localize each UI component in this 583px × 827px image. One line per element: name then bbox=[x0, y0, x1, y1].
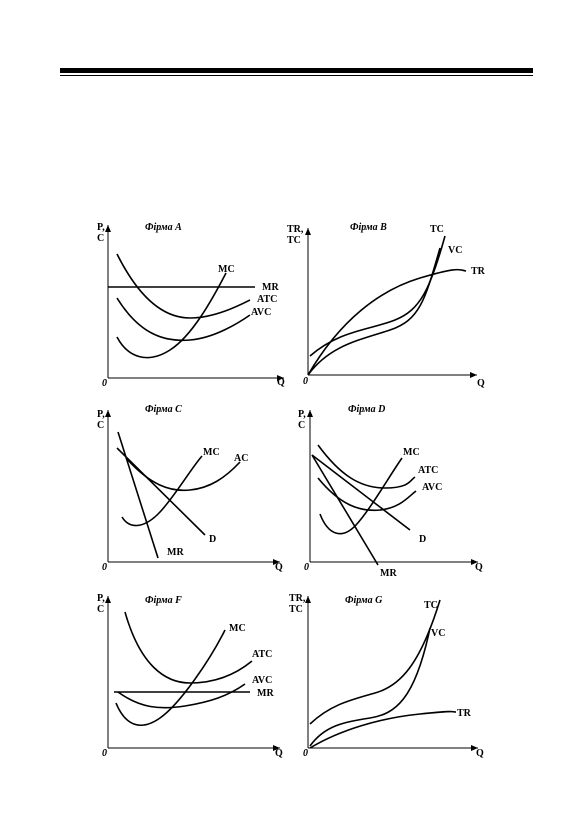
panel-d: P, C 0 Q Фірма D MC ATC AVC D MR bbox=[298, 404, 483, 579]
curve bbox=[311, 454, 379, 566]
origin: 0 bbox=[304, 562, 309, 573]
origin: 0 bbox=[102, 562, 107, 573]
curve bbox=[311, 454, 411, 531]
curve bbox=[117, 431, 159, 559]
curve bbox=[307, 268, 467, 376]
curve-label: TR bbox=[457, 708, 472, 719]
y-label: P, bbox=[97, 593, 105, 604]
curve-label: VC bbox=[431, 628, 445, 639]
curve-label: ATC bbox=[418, 465, 438, 476]
curve-label: MC bbox=[203, 447, 220, 458]
y-label: P, bbox=[97, 222, 105, 233]
rule bbox=[60, 68, 533, 73]
curve-label: MR bbox=[257, 688, 274, 699]
curve-label: MC bbox=[218, 264, 235, 275]
origin: 0 bbox=[102, 378, 107, 389]
title: Фірма B bbox=[350, 222, 387, 233]
curve-label: MR bbox=[380, 568, 397, 579]
curve bbox=[116, 253, 251, 319]
curve bbox=[317, 444, 416, 489]
y-label: TR, bbox=[287, 224, 304, 235]
curve-label: TC bbox=[430, 224, 444, 235]
curve bbox=[116, 447, 206, 536]
curve-label: D bbox=[419, 534, 426, 545]
y-label: TC bbox=[289, 604, 303, 615]
curve bbox=[309, 599, 441, 725]
title: Фірма F bbox=[145, 595, 182, 606]
curve-label: AC bbox=[234, 453, 248, 464]
panel-a: P, C 0 Q Фірма A MC MR ATC AVC bbox=[97, 222, 285, 389]
panel-f: P, C 0 Q Фірма F MC ATC AVC MR bbox=[97, 593, 283, 759]
curve-label: AVC bbox=[251, 307, 271, 318]
y-label: P, bbox=[298, 409, 306, 420]
panel-g: TR, TC 0 Q Фірма G TC VC TR bbox=[289, 593, 484, 759]
x-label: Q bbox=[275, 562, 283, 573]
x-label: Q bbox=[277, 377, 285, 388]
y-label: C bbox=[97, 233, 104, 244]
x-label: Q bbox=[275, 748, 283, 759]
curve bbox=[116, 297, 251, 342]
curve-label: MR bbox=[167, 547, 184, 558]
curve-label: TC bbox=[424, 600, 438, 611]
y-label: C bbox=[97, 604, 104, 615]
origin: 0 bbox=[303, 748, 308, 759]
curve-label: D bbox=[209, 534, 216, 545]
curve bbox=[121, 455, 203, 527]
curve bbox=[319, 457, 403, 535]
y-label: P, bbox=[97, 409, 105, 420]
curve bbox=[309, 710, 457, 749]
y-label: C bbox=[97, 420, 104, 431]
curve-label: AVC bbox=[252, 675, 272, 686]
curve bbox=[116, 272, 227, 359]
panel-c: P, C 0 Q Фірма C MC AC D MR bbox=[97, 404, 283, 573]
title: Фірма G bbox=[345, 595, 383, 606]
x-label: Q bbox=[475, 562, 483, 573]
curve-label: TR bbox=[471, 266, 486, 277]
x-label: Q bbox=[477, 378, 485, 389]
curve-label: MC bbox=[229, 623, 246, 634]
curve bbox=[115, 629, 226, 727]
origin: 0 bbox=[303, 376, 308, 387]
rule bbox=[60, 75, 533, 76]
y-label: TR, bbox=[289, 593, 306, 604]
curve-label: ATC bbox=[252, 649, 272, 660]
title: Фірма C bbox=[145, 404, 182, 415]
curve-label: ATC bbox=[257, 294, 277, 305]
origin: 0 bbox=[102, 748, 107, 759]
curve-label: VC bbox=[448, 245, 462, 256]
x-label: Q bbox=[476, 748, 484, 759]
panel-b: TR, TC 0 Q Фірма B TC VC TR bbox=[287, 222, 486, 389]
curve bbox=[124, 611, 253, 684]
y-label: C bbox=[298, 420, 305, 431]
y-label: TC bbox=[287, 235, 301, 246]
curve-label: MC bbox=[403, 447, 420, 458]
curve bbox=[117, 683, 246, 709]
curve bbox=[317, 477, 417, 512]
title: Фірма A bbox=[145, 222, 182, 233]
curve bbox=[309, 627, 431, 747]
curve-label: MR bbox=[262, 282, 279, 293]
title: Фірма D bbox=[348, 404, 385, 415]
curve bbox=[307, 247, 441, 376]
curve-label: AVC bbox=[422, 482, 442, 493]
